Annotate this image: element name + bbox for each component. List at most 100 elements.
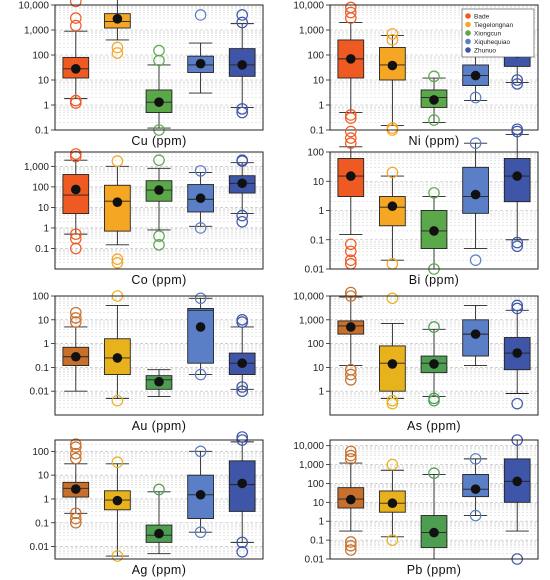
box-tiegelongnan — [379, 458, 406, 546]
y-tick-label: 10,000 — [293, 1, 324, 12]
box-tiegelongnan — [104, 0, 131, 59]
box-tiegelongnan — [379, 166, 406, 270]
outlier-point — [428, 467, 440, 479]
legend-entry: Bade — [474, 13, 490, 20]
mean-point — [71, 484, 81, 494]
legend-entry: Tiegelongnan — [474, 22, 514, 29]
y-tick-label: 1 — [318, 101, 324, 112]
mean-point — [512, 348, 522, 358]
y-tick-label: 10 — [38, 76, 50, 87]
y-tick-label: 0.1 — [310, 235, 324, 246]
mean-point — [512, 171, 522, 181]
box-xiongcun — [420, 70, 448, 126]
box-zhunuo — [228, 154, 256, 228]
mean-point — [154, 376, 164, 387]
y-tick-label: 100 — [307, 339, 324, 350]
outlier-point — [386, 122, 399, 134]
x-axis-label: Ni (ppm) — [408, 134, 459, 148]
panel-cu: 0.1 1 10 100 1,000 10,000 Cu (ppm) — [18, 0, 264, 148]
box-tiegelongnan — [104, 155, 131, 269]
mean-point — [346, 54, 356, 64]
outlier-point — [111, 253, 124, 266]
box-zhunuo — [228, 431, 256, 558]
outlier-point — [236, 313, 248, 326]
y-tick-label: 10,000 — [18, 1, 49, 12]
outlier-point — [386, 534, 399, 546]
outlier-point — [194, 9, 207, 21]
legend-entry: Xiquhequiao — [474, 39, 511, 46]
x-axis-label: Co (ppm) — [131, 273, 186, 287]
mean-point — [429, 527, 439, 538]
mean-point — [237, 478, 247, 489]
y-tick-label: 0.1 — [35, 518, 49, 529]
outlier-point — [344, 137, 357, 149]
outlier-point — [511, 302, 523, 315]
y-tick-label: 0.01 — [30, 542, 50, 553]
outlier-point — [236, 106, 248, 119]
y-tick-label: 100 — [32, 447, 49, 458]
box-body — [379, 196, 406, 227]
outlier-point — [344, 368, 357, 381]
outlier-point — [153, 154, 165, 166]
x-axis-label: Bi (ppm) — [409, 273, 459, 287]
box-xiquhequiao — [187, 445, 214, 539]
outlier-point — [111, 155, 124, 167]
box-xiongcun — [145, 369, 173, 397]
outlier-point — [70, 312, 82, 324]
outlier-point — [511, 397, 523, 410]
box-body — [104, 184, 131, 232]
mean-point — [71, 184, 81, 195]
outlier-point — [236, 16, 248, 29]
panel-ni: 0.1 1 10 100 1,000 10,000 Ni (ppm) Bade Tiegelon… — [293, 1, 539, 148]
y-tick-label: 100 — [307, 148, 324, 159]
y-tick-label: 10,000 — [293, 441, 324, 452]
y-tick-label: 0.01 — [305, 555, 325, 566]
outlier-point — [236, 385, 248, 397]
outlier-point — [344, 536, 357, 548]
box-bade — [337, 125, 365, 270]
outlier-point — [428, 392, 440, 405]
mean-point — [195, 322, 206, 332]
outlier-point — [236, 431, 248, 443]
y-tick-label: 1 — [43, 339, 49, 350]
outlier-point — [236, 381, 248, 393]
outlier-point — [344, 254, 357, 266]
mean-point — [470, 329, 481, 339]
outlier-point — [70, 447, 82, 460]
outlier-point — [511, 78, 523, 90]
mean-point — [429, 226, 439, 236]
y-tick-label: 1,000 — [299, 460, 324, 471]
outlier-point — [344, 544, 357, 556]
box-xiongcun — [420, 467, 448, 560]
outlier-point — [236, 9, 248, 21]
outlier-point — [386, 166, 399, 179]
outlier-point — [70, 0, 82, 8]
box-xiquhequiao — [462, 305, 489, 366]
mean-point — [346, 494, 356, 505]
mean-point — [195, 193, 206, 204]
panel-as: 1 10 100 1,000 10,000 As (ppm) — [293, 286, 539, 433]
y-tick-label: 10 — [38, 315, 50, 326]
box-tiegelongnan — [104, 456, 131, 562]
outlier-point — [194, 222, 207, 234]
plot-frame — [54, 439, 264, 560]
plot-frame — [54, 295, 264, 416]
box-bade — [337, 1, 365, 124]
box-zhunuo — [503, 123, 531, 253]
mean-point — [237, 60, 247, 70]
box-body — [420, 210, 448, 250]
outlier-point — [70, 12, 82, 24]
box-xiquhequiao — [462, 137, 489, 266]
outlier-point — [344, 132, 357, 144]
panel-bi: 0.01 0.1 1 10 100 Bi (ppm) — [305, 123, 539, 287]
plot-frame — [329, 151, 539, 270]
mean-point — [195, 489, 206, 500]
outlier-point — [153, 483, 165, 496]
legend-entry: Xiongcun — [474, 30, 501, 37]
mean-point — [346, 322, 356, 332]
y-tick-label: 100 — [307, 51, 324, 62]
outlier-point — [511, 123, 523, 136]
outlier-point — [511, 240, 523, 253]
outlier-point — [236, 536, 248, 549]
box-zhunuo — [503, 299, 531, 410]
